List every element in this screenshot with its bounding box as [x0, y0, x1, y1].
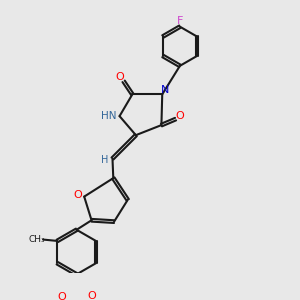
Text: O: O — [176, 111, 184, 122]
Text: O: O — [87, 291, 96, 300]
Text: F: F — [177, 16, 184, 26]
Text: N: N — [161, 85, 170, 95]
Text: CH₃: CH₃ — [28, 235, 45, 244]
Text: H: H — [100, 155, 108, 165]
Text: O: O — [74, 190, 82, 200]
Text: O: O — [116, 72, 124, 82]
Text: O: O — [58, 292, 66, 300]
Text: HN: HN — [101, 111, 116, 121]
